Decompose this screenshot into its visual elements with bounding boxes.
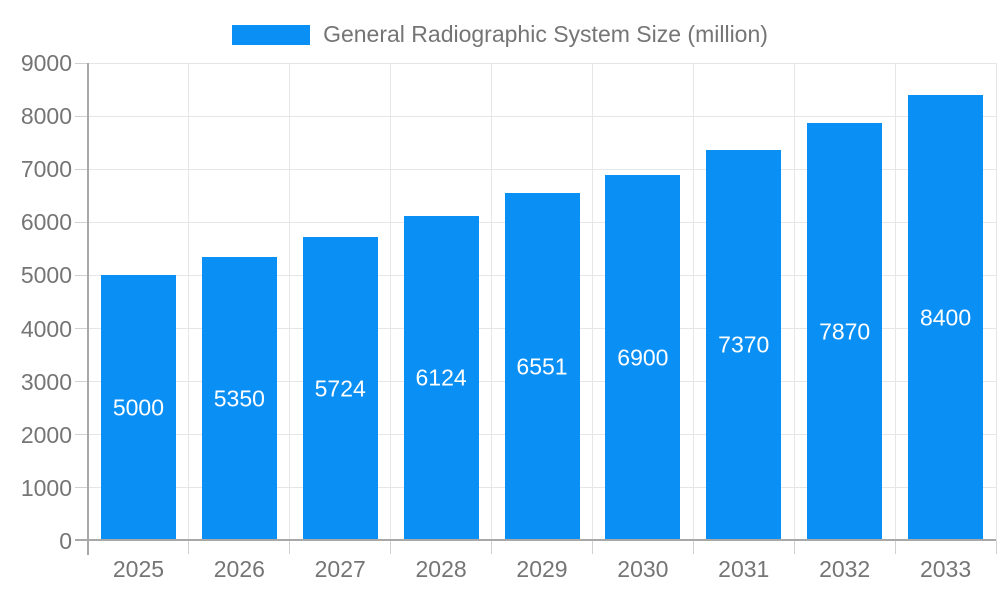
y-axis-tick [75,115,88,117]
x-axis-labels: 2025 2026 2027 2028 2029 2030 2031 2032 2033 [88,556,996,586]
gridline-vertical [491,63,493,541]
plot-area: 5000 5350 5724 6124 6551 6900 7370 7870 8400 [75,62,997,555]
gridline-horizontal [88,115,996,117]
y-tick-label: 1000 [20,474,72,501]
bar-value-label: 5000 [112,394,165,421]
bar-2025: 5000 [100,275,176,541]
bar-value-label: 6900 [617,344,669,371]
y-tick-label: 2000 [20,421,72,448]
bar-2027: 5724 [302,236,378,541]
y-axis-tick [75,168,88,170]
y-tick-label: 0 [59,528,72,554]
x-axis-line [75,539,996,541]
gridline-vertical [692,63,694,541]
y-axis-line [87,63,89,555]
y-tick-label: 4000 [20,315,72,342]
x-tick-label: 2028 [415,556,467,582]
gridline-vertical [894,63,896,541]
bar-value-label: 5350 [213,385,265,412]
x-axis-tick [390,541,392,554]
bar-value-label: 7370 [718,331,770,358]
x-tick-label: 2032 [819,556,871,582]
x-tick-label: 2027 [314,556,366,582]
gridline-vertical [188,63,190,541]
x-tick-label: 2029 [516,556,568,582]
x-axis-tick [692,541,694,554]
bar-value-label: 6124 [415,364,467,391]
bar-2030: 6900 [605,174,681,541]
y-tick-label: 5000 [20,262,72,289]
bar-2026: 5350 [201,256,277,541]
y-tick-label: 6000 [20,209,72,236]
gridline-vertical [995,63,997,541]
bar-2032: 7870 [807,123,883,541]
bar-value-label: 7870 [819,318,871,345]
x-axis-tick [188,541,190,554]
y-axis-tick [75,328,88,330]
y-axis-tick [75,434,88,436]
y-tick-label: 9000 [20,50,72,76]
gridline-vertical [289,63,291,541]
x-tick-label: 2025 [112,556,165,582]
chart-legend: General Radiographic System Size (millio… [0,21,1000,48]
y-axis-tick [75,487,88,489]
x-tick-label: 2031 [718,556,770,582]
y-axis-tick [75,274,88,276]
bar-value-label: 8400 [919,304,972,331]
legend-label: General Radiographic System Size (millio… [323,21,768,47]
legend-swatch [232,24,311,45]
gridline-vertical [390,63,392,541]
bar-2033: 8400 [908,94,984,541]
x-tick-label: 2026 [213,556,265,582]
y-tick-label: 3000 [20,368,72,395]
y-axis-tick [75,381,88,383]
x-tick-label: 2033 [919,556,972,582]
x-axis-tick [289,541,291,554]
x-tick-label: 2030 [617,556,669,582]
bar-value-label: 5724 [314,375,366,402]
gridline-vertical [591,63,593,541]
y-tick-label: 7000 [20,156,72,183]
x-axis-tick [995,541,997,554]
bar-2028: 6124 [403,215,479,541]
gridline-horizontal [88,168,996,170]
x-axis-tick [591,541,593,554]
bar-2031: 7370 [706,149,782,541]
bar-value-label: 6551 [516,353,568,380]
y-tick-label: 8000 [20,103,72,130]
x-axis-tick [491,541,493,554]
x-axis-tick [793,541,795,554]
bar-2029: 6551 [504,193,580,541]
y-axis-tick [75,221,88,223]
gridline-vertical [793,63,795,541]
gridline-horizontal [88,62,996,64]
y-axis-labels: 0 1000 2000 3000 4000 5000 6000 7000 8000 9000 [0,52,72,553]
y-axis-tick [75,62,88,64]
x-axis-tick [894,541,896,554]
